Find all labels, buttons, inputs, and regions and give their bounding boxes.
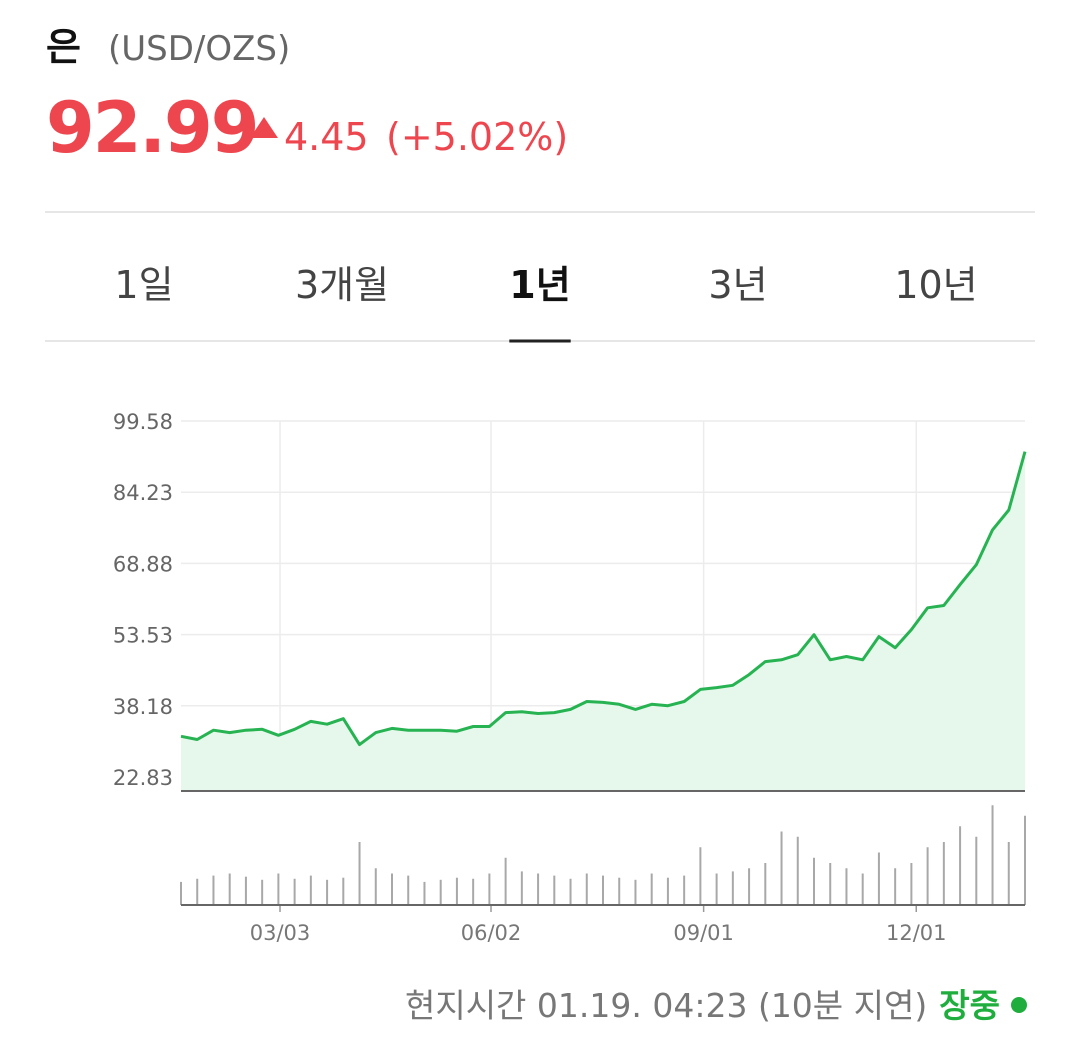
title: 은 (46, 25, 81, 69)
status-dot (1011, 997, 1027, 1013)
y-tick-label: 84.23 (113, 481, 173, 505)
x-tick-label: 03/03 (250, 921, 311, 945)
y-tick-label: 38.18 (113, 695, 173, 719)
tab-bar: 1일 3개월 1년 3년 10년 (114, 263, 978, 343)
price-line (180, 451, 1027, 747)
x-tick-label: 06/02 (461, 921, 522, 945)
change: 4.45 (284, 115, 369, 159)
footer-time: 현지시간 01.19. 04:23 (10분 지연) (405, 986, 927, 1025)
tab[interactable]: 1년 (509, 263, 570, 307)
x-tick-label: 12/01 (886, 921, 947, 945)
area (181, 451, 1025, 791)
y-tick-label: 22.83 (113, 766, 173, 790)
tab[interactable]: 1일 (114, 263, 173, 307)
price: 92.99 (46, 87, 257, 169)
chart: 22.83 38.18 53.53 68.88 84.23 99.58 03/03 06/02… (113, 410, 1027, 945)
y-tick-label: 68.88 (113, 552, 173, 576)
market-status: 장중 (939, 986, 1000, 1025)
tab[interactable]: 3개월 (295, 263, 389, 307)
unit: (USD/OZS) (108, 29, 290, 69)
tab[interactable]: 10년 (894, 263, 977, 307)
y-tick-label: 99.58 (113, 410, 173, 434)
y-tick-label: 53.53 (113, 624, 173, 648)
up-arrow (250, 117, 278, 138)
change-pct: (+5.02%) (386, 115, 568, 159)
x-tick-label: 09/01 (673, 921, 734, 945)
tab[interactable]: 3년 (708, 263, 767, 307)
